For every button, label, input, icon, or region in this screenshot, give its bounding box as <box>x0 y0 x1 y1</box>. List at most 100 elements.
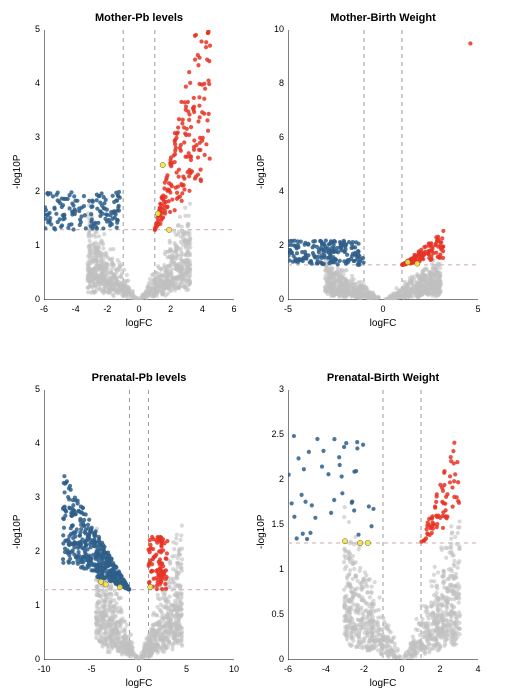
marker-grey <box>456 626 460 630</box>
ytick-label: 3 <box>16 132 40 142</box>
marker-grey <box>348 568 352 572</box>
marker-yellow <box>160 162 165 167</box>
marker-red <box>187 133 191 137</box>
marker-grey <box>349 540 353 544</box>
marker-blue <box>78 530 82 534</box>
marker-blue <box>61 561 65 565</box>
x-axis-label: logFC <box>288 318 478 329</box>
marker-grey <box>344 565 348 569</box>
marker-blue <box>67 506 71 510</box>
marker-grey <box>367 639 371 643</box>
marker-blue <box>93 531 97 535</box>
ytick-label: 4 <box>16 78 40 88</box>
marker-grey <box>170 271 174 275</box>
marker-grey <box>442 569 446 573</box>
marker-red <box>444 495 448 499</box>
marker-red <box>188 81 192 85</box>
marker-blue <box>295 536 299 540</box>
marker-red <box>440 236 444 240</box>
marker-red <box>193 58 197 62</box>
marker-grey <box>126 291 130 295</box>
marker-grey <box>186 250 190 254</box>
marker-blue <box>70 524 74 528</box>
marker-grey <box>146 639 150 643</box>
marker-grey <box>103 593 107 597</box>
marker-yellow <box>148 584 153 589</box>
marker-grey <box>385 625 389 629</box>
marker-grey <box>451 592 455 596</box>
marker-grey <box>418 633 422 637</box>
marker-grey <box>186 266 190 270</box>
marker-blue <box>83 213 87 217</box>
marker-blue <box>336 262 340 266</box>
marker-grey <box>101 588 105 592</box>
marker-grey <box>395 649 399 653</box>
marker-red <box>199 39 203 43</box>
marker-red <box>442 483 446 487</box>
marker-grey <box>358 595 362 599</box>
marker-red <box>436 514 440 518</box>
marker-grey <box>347 642 351 646</box>
marker-red <box>197 56 201 60</box>
marker-blue <box>100 191 104 195</box>
marker-blue <box>116 205 120 209</box>
marker-grey <box>101 269 105 273</box>
marker-blue <box>326 472 330 476</box>
marker-blue <box>351 252 355 256</box>
marker-blue <box>71 542 75 546</box>
marker-grey <box>439 545 443 549</box>
marker-blue <box>81 506 85 510</box>
marker-blue <box>369 524 373 528</box>
marker-blue <box>307 450 311 454</box>
xtick-label: 4 <box>190 304 214 314</box>
marker-red <box>187 70 191 74</box>
xtick-label: 0 <box>390 664 414 674</box>
marker-red <box>151 537 155 541</box>
marker-blue <box>90 217 94 221</box>
marker-grey <box>453 621 457 625</box>
marker-grey <box>453 535 457 539</box>
marker-grey <box>175 244 179 248</box>
marker-grey <box>336 278 340 282</box>
marker-grey <box>452 643 456 647</box>
marker-grey <box>188 279 192 283</box>
marker-grey <box>156 264 160 268</box>
marker-red <box>176 125 180 129</box>
marker-grey <box>181 231 185 235</box>
marker-red <box>192 96 196 100</box>
marker-grey <box>87 273 91 277</box>
marker-grey <box>449 537 453 541</box>
marker-grey <box>123 620 127 624</box>
marker-blue <box>51 194 55 198</box>
marker-grey <box>354 604 358 608</box>
marker-grey <box>323 287 327 291</box>
xtick-label: -5 <box>80 664 104 674</box>
marker-grey <box>369 591 373 595</box>
marker-red <box>168 210 172 214</box>
marker-grey <box>456 531 460 535</box>
marker-blue <box>67 543 71 547</box>
marker-blue <box>66 197 70 201</box>
marker-blue <box>89 568 93 572</box>
marker-blue <box>96 568 100 572</box>
marker-grey <box>97 594 101 598</box>
marker-blue <box>67 534 71 538</box>
marker-grey <box>104 637 108 641</box>
marker-red <box>202 82 206 86</box>
marker-red <box>468 41 472 45</box>
marker-grey <box>112 598 116 602</box>
marker-grey <box>427 616 431 620</box>
marker-grey <box>444 610 448 614</box>
marker-grey <box>162 289 166 293</box>
marker-grey <box>425 610 429 614</box>
marker-blue <box>84 553 88 557</box>
marker-blue <box>105 219 109 223</box>
marker-grey <box>448 545 452 549</box>
marker-blue <box>87 518 91 522</box>
marker-blue <box>106 555 110 559</box>
marker-grey <box>168 594 172 598</box>
marker-blue <box>100 541 104 545</box>
ytick-label: 0 <box>16 654 40 664</box>
marker-grey <box>413 288 417 292</box>
marker-blue <box>292 434 296 438</box>
